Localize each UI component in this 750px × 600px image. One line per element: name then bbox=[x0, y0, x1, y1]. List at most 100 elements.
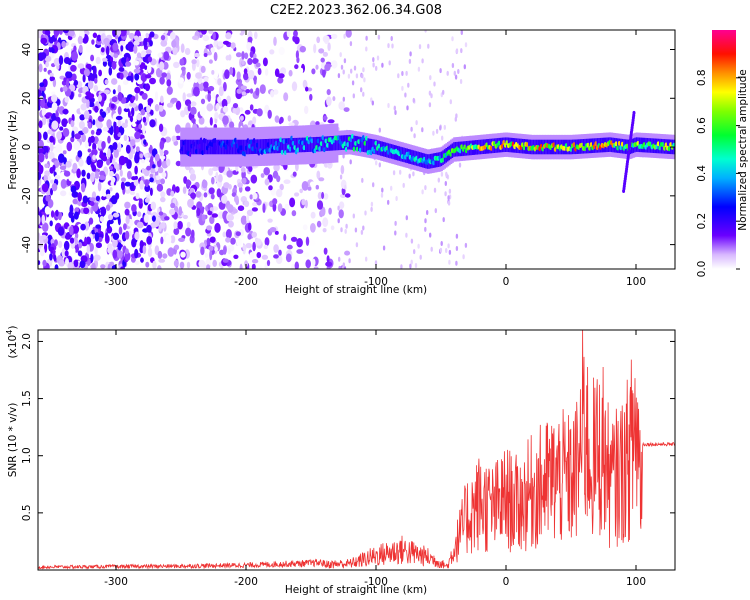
spectrogram-noise-cell bbox=[444, 181, 447, 186]
spectrogram-noise-cell bbox=[320, 57, 325, 63]
spectrogram-noise-cell bbox=[301, 198, 306, 206]
spectrogram-noise-cell bbox=[307, 186, 312, 191]
spectrogram-noise-cell bbox=[129, 115, 134, 123]
colorbar-tick-label: 0.4 bbox=[696, 165, 708, 182]
spectrogram-noise-cell bbox=[51, 94, 58, 103]
spectrogram-noise-cell bbox=[160, 196, 166, 203]
spectrogram-noise-cell bbox=[318, 177, 325, 182]
snr-y-label: SNR (10 * v/v) bbox=[7, 403, 19, 478]
spectrogram-noise-cell bbox=[110, 195, 118, 205]
spectrogram-noise-cell bbox=[98, 175, 106, 181]
spectrogram-band bbox=[261, 139, 264, 154]
spectrogram-noise-cell bbox=[48, 37, 54, 44]
spectrogram-noise-cell bbox=[121, 177, 126, 183]
spectrogram-noise-cell bbox=[45, 195, 51, 202]
spectrogram-noise-cell bbox=[160, 155, 166, 160]
spectrogram-noise-cell bbox=[202, 86, 210, 92]
spectrogram-noise-cell bbox=[223, 246, 227, 255]
spectrogram-noise-cell bbox=[240, 215, 247, 225]
spectrogram-noise-cell bbox=[68, 246, 76, 255]
spectrogram-noise-cell bbox=[154, 104, 160, 112]
spectrogram-noise-cell bbox=[130, 182, 134, 190]
spectrogram-noise-cell bbox=[38, 148, 45, 154]
spectrogram-band bbox=[209, 139, 212, 155]
spectrogram-noise-cell bbox=[424, 218, 427, 224]
spectrogram-noise-cell bbox=[131, 102, 137, 108]
spectrogram-noise-cell bbox=[225, 237, 231, 243]
spectrogram-noise-cell bbox=[145, 114, 149, 123]
spectrogram-band bbox=[264, 139, 267, 154]
spectrogram-noise-cell bbox=[95, 56, 101, 65]
spectrogram-noise-cell bbox=[433, 81, 436, 87]
spectrogram-noise-cell bbox=[77, 35, 83, 45]
spectrogram-noise-cell bbox=[49, 72, 54, 77]
spectrogram-noise-cell bbox=[56, 131, 62, 140]
spectrogram-noise-cell bbox=[252, 116, 257, 125]
spectrogram-noise-cell bbox=[133, 68, 141, 74]
spectrogram-noise-cell bbox=[234, 195, 239, 203]
spectrogram-noise-cell bbox=[263, 244, 268, 250]
spectrogram-noise-cell bbox=[146, 236, 153, 245]
spectrogram-noise-cell bbox=[94, 105, 99, 113]
spectrogram-noise-cell bbox=[322, 228, 327, 233]
spectrogram-noise-cell bbox=[234, 106, 241, 116]
spectrogram-band bbox=[250, 139, 253, 155]
spectrogram-noise-cell bbox=[340, 227, 343, 233]
spectrogram-noise-cell bbox=[141, 167, 145, 174]
spectrogram-noise-cell bbox=[209, 207, 214, 212]
spectrogram-noise-cell bbox=[239, 107, 244, 112]
spectrogram-noise-cell bbox=[111, 96, 118, 103]
spectrogram-noise-cell bbox=[63, 240, 70, 251]
spectrogram-noise-cell bbox=[342, 69, 345, 75]
spectrogram-noise-cell bbox=[112, 157, 116, 165]
spectrogram-noise-cell bbox=[296, 56, 300, 64]
spectrogram-noise-cell bbox=[434, 208, 437, 214]
spectrogram-noise-cell bbox=[145, 32, 149, 39]
spectrogram-noise-cell bbox=[360, 229, 364, 235]
spectrogram-noise-cell bbox=[326, 255, 330, 263]
spectrogram-noise-cell bbox=[413, 133, 416, 139]
spectrogram-noise-cell bbox=[145, 74, 152, 79]
spectrogram-noise-cell bbox=[100, 206, 107, 217]
spectrogram-noise-cell bbox=[174, 124, 181, 134]
spectrogram-noise-cell bbox=[84, 141, 89, 149]
spectrogram-noise-cell bbox=[424, 185, 427, 191]
spectrogram-noise-cell bbox=[175, 160, 182, 167]
colorbar: 0.0 0.2 0.4 0.6 0.8 Normalized spectral ampl… bbox=[696, 30, 749, 277]
spectrogram-band bbox=[309, 137, 312, 152]
spectrogram-noise-cell bbox=[429, 75, 432, 81]
spectrogram-noise-cell bbox=[119, 40, 126, 46]
spectrogram-band bbox=[291, 138, 294, 153]
spectrogram-noise-cell bbox=[54, 30, 59, 39]
spectrogram-noise-cell bbox=[65, 160, 72, 168]
spectrogram-noise-cell bbox=[387, 103, 390, 108]
spectrogram-band bbox=[417, 151, 420, 167]
spectrogram-noise-cell bbox=[41, 214, 46, 225]
colorbar-tick-label: 0.0 bbox=[696, 261, 708, 278]
spectrogram-noise-cell bbox=[79, 260, 86, 269]
snr-y-tick-label: 1.0 bbox=[21, 447, 33, 464]
spectrogram-noise-cell bbox=[361, 177, 364, 183]
spectrogram-noise-cell bbox=[316, 170, 321, 180]
spectrogram-noise-cell bbox=[283, 233, 287, 242]
snr-y-tick-label: 1.5 bbox=[21, 390, 33, 407]
spectrogram-noise-cell bbox=[339, 193, 347, 198]
spectrogram-noise-cell bbox=[323, 247, 328, 255]
spectrogram-noise-cell bbox=[145, 261, 150, 268]
spectrogram-noise-cell bbox=[61, 118, 68, 127]
spectrogram-noise-cell bbox=[245, 89, 251, 94]
spectrogram-noise-cell bbox=[255, 238, 262, 246]
spectrogram-noise-cell bbox=[390, 185, 393, 191]
spectrogram-noise-cell bbox=[443, 124, 446, 130]
spectrogram-noise-cell bbox=[100, 264, 106, 269]
spectrogram-noise-cell bbox=[203, 53, 208, 57]
spectrogram-noise-cell bbox=[77, 192, 82, 202]
spectrogram-noise-cell bbox=[226, 170, 233, 178]
spectrogram-noise-cell bbox=[144, 214, 149, 223]
colorbar-tick-label: 0.2 bbox=[696, 213, 708, 230]
spectrogram-noise-cell bbox=[134, 165, 138, 175]
spectrogram-noise-cell bbox=[150, 168, 156, 174]
spectrogram-noise-cell bbox=[52, 78, 57, 88]
spectrogram-noise-cell bbox=[394, 220, 397, 226]
snr-frame bbox=[37, 329, 676, 571]
